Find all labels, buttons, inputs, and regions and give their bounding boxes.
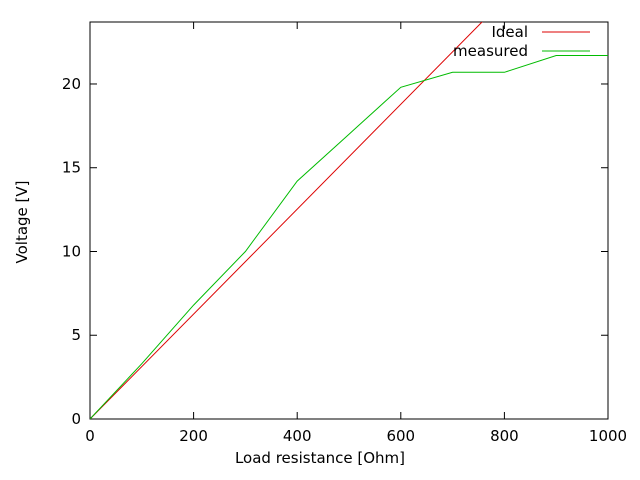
x-tick-label: 400: [283, 427, 312, 445]
y-axis-label: Voltage [V]: [13, 181, 31, 264]
x-tick-label: 0: [85, 427, 95, 445]
x-tick-label: 800: [490, 427, 519, 445]
x-tick-label: 1000: [589, 427, 627, 445]
series-lines: [90, 22, 608, 419]
y-tick-label: 5: [71, 326, 81, 344]
legend-label-measured: measured: [453, 42, 528, 60]
plot-border: [89, 21, 609, 420]
axis-ticks: [89, 22, 609, 420]
y-tick-label: 20: [62, 75, 81, 93]
series-line-ideal: [90, 22, 483, 419]
x-tick-label: 200: [179, 427, 208, 445]
axis-tick-labels: 0 200 400 600 800 1000 0 5 10 15 20: [62, 75, 627, 445]
x-axis-label: Load resistance [Ohm]: [235, 449, 405, 467]
legend-label-ideal: Ideal: [491, 23, 528, 41]
y-tick-label: 15: [62, 159, 81, 177]
y-tick-label: 0: [71, 410, 81, 428]
legend: Ideal measured: [453, 23, 590, 60]
y-tick-label: 10: [62, 242, 81, 260]
series-line-measured: [90, 55, 608, 419]
x-tick-label: 600: [386, 427, 415, 445]
